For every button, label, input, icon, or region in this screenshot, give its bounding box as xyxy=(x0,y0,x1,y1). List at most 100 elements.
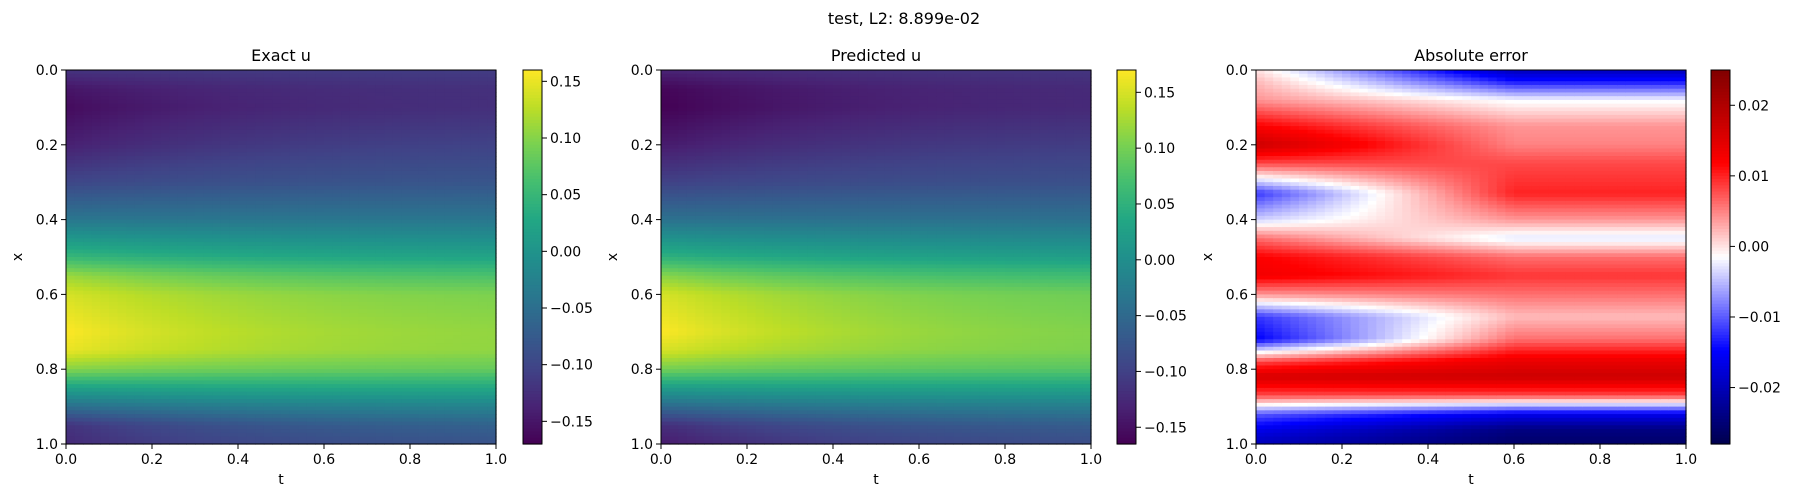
heatmap-cell xyxy=(307,246,316,250)
heatmap-cell xyxy=(462,77,471,81)
heatmap-cell xyxy=(350,115,359,119)
heatmap-cell xyxy=(401,96,410,100)
heatmap-cell xyxy=(290,425,299,429)
heatmap-cell xyxy=(298,302,307,306)
heatmap-cell xyxy=(238,141,247,145)
heatmap-cell xyxy=(66,403,75,407)
heatmap-cell xyxy=(367,324,376,328)
heatmap-cell xyxy=(419,107,428,111)
heatmap-cell xyxy=(75,81,84,85)
heatmap-cell xyxy=(298,343,307,347)
heatmap-cell xyxy=(358,201,367,205)
heatmap-cell xyxy=(238,227,247,231)
heatmap-cell xyxy=(109,212,118,216)
heatmap-cell xyxy=(75,309,84,313)
heatmap-cell xyxy=(109,167,118,171)
heatmap-cell xyxy=(272,141,281,145)
heatmap-cell xyxy=(118,100,127,104)
heatmap-cell xyxy=(178,313,187,317)
heatmap-cell xyxy=(453,332,462,336)
heatmap-cell xyxy=(247,343,256,347)
heatmap-cell xyxy=(367,190,376,194)
heatmap-cell xyxy=(186,178,195,182)
heatmap-cell xyxy=(109,141,118,145)
heatmap-cell xyxy=(221,205,230,209)
heatmap-cell xyxy=(178,302,187,306)
heatmap-cell xyxy=(367,261,376,265)
heatmap-cell xyxy=(487,171,496,175)
heatmap-cell xyxy=(238,291,247,295)
heatmap-cell xyxy=(135,171,144,175)
heatmap-cell xyxy=(178,145,187,149)
heatmap-cell xyxy=(118,399,127,403)
heatmap-cell xyxy=(444,339,453,343)
heatmap-cell xyxy=(186,201,195,205)
heatmap-cell xyxy=(393,193,402,197)
heatmap-cell xyxy=(92,358,101,362)
heatmap-cell xyxy=(247,104,256,108)
heatmap-cell xyxy=(109,433,118,437)
heatmap-cell xyxy=(92,164,101,168)
heatmap-cell xyxy=(307,392,316,396)
heatmap-cell xyxy=(324,425,333,429)
heatmap-cell xyxy=(83,156,92,160)
heatmap-cell xyxy=(229,429,238,433)
heatmap-cell xyxy=(238,422,247,426)
heatmap-cell xyxy=(272,354,281,358)
heatmap-cell xyxy=(161,362,170,366)
heatmap-cell xyxy=(376,201,385,205)
heatmap-cell xyxy=(444,407,453,411)
heatmap-cell xyxy=(281,104,290,108)
heatmap-cell xyxy=(100,190,109,194)
heatmap-cell xyxy=(487,272,496,276)
heatmap-cell xyxy=(358,351,367,355)
heatmap-cell xyxy=(324,261,333,265)
heatmap-cell xyxy=(290,182,299,186)
heatmap-cell xyxy=(358,418,367,422)
heatmap-cell xyxy=(307,362,316,366)
heatmap-cell xyxy=(444,272,453,276)
heatmap-cell xyxy=(238,193,247,197)
heatmap-cell xyxy=(324,253,333,257)
heatmap-cell xyxy=(298,365,307,369)
heatmap-cell xyxy=(178,246,187,250)
heatmap-cell xyxy=(281,321,290,325)
heatmap-cell xyxy=(100,182,109,186)
heatmap-cell xyxy=(350,190,359,194)
heatmap-cell xyxy=(212,100,221,104)
heatmap-cell xyxy=(204,287,213,291)
heatmap-cell xyxy=(186,298,195,302)
heatmap-cell xyxy=(419,437,428,441)
heatmap-cell xyxy=(479,365,488,369)
heatmap-cell xyxy=(169,227,178,231)
heatmap-cell xyxy=(358,235,367,239)
heatmap-cell xyxy=(238,77,247,81)
heatmap-cell xyxy=(169,339,178,343)
heatmap-cell xyxy=(487,302,496,306)
heatmap-cell xyxy=(152,395,161,399)
heatmap-cell xyxy=(410,384,419,388)
heatmap-cell xyxy=(135,343,144,347)
heatmap-cell xyxy=(290,328,299,332)
heatmap-cell xyxy=(186,365,195,369)
heatmap-cell xyxy=(66,250,75,254)
heatmap-cell xyxy=(470,119,479,123)
heatmap-cell xyxy=(212,399,221,403)
heatmap-cell xyxy=(152,272,161,276)
heatmap-cell xyxy=(204,92,213,96)
heatmap-cell xyxy=(118,85,127,89)
heatmap-cell xyxy=(66,343,75,347)
heatmap-cell xyxy=(221,231,230,235)
heatmap-cell xyxy=(350,321,359,325)
heatmap-cell xyxy=(436,145,445,149)
heatmap-cell xyxy=(341,167,350,171)
heatmap-cell xyxy=(333,130,342,134)
heatmap-cell xyxy=(427,212,436,216)
heatmap-cell xyxy=(66,122,75,126)
heatmap-cell xyxy=(324,287,333,291)
heatmap-cell xyxy=(470,437,479,441)
heatmap-cell xyxy=(470,250,479,254)
heatmap-cell xyxy=(419,171,428,175)
heatmap-cell xyxy=(350,119,359,123)
heatmap-cell xyxy=(367,369,376,373)
